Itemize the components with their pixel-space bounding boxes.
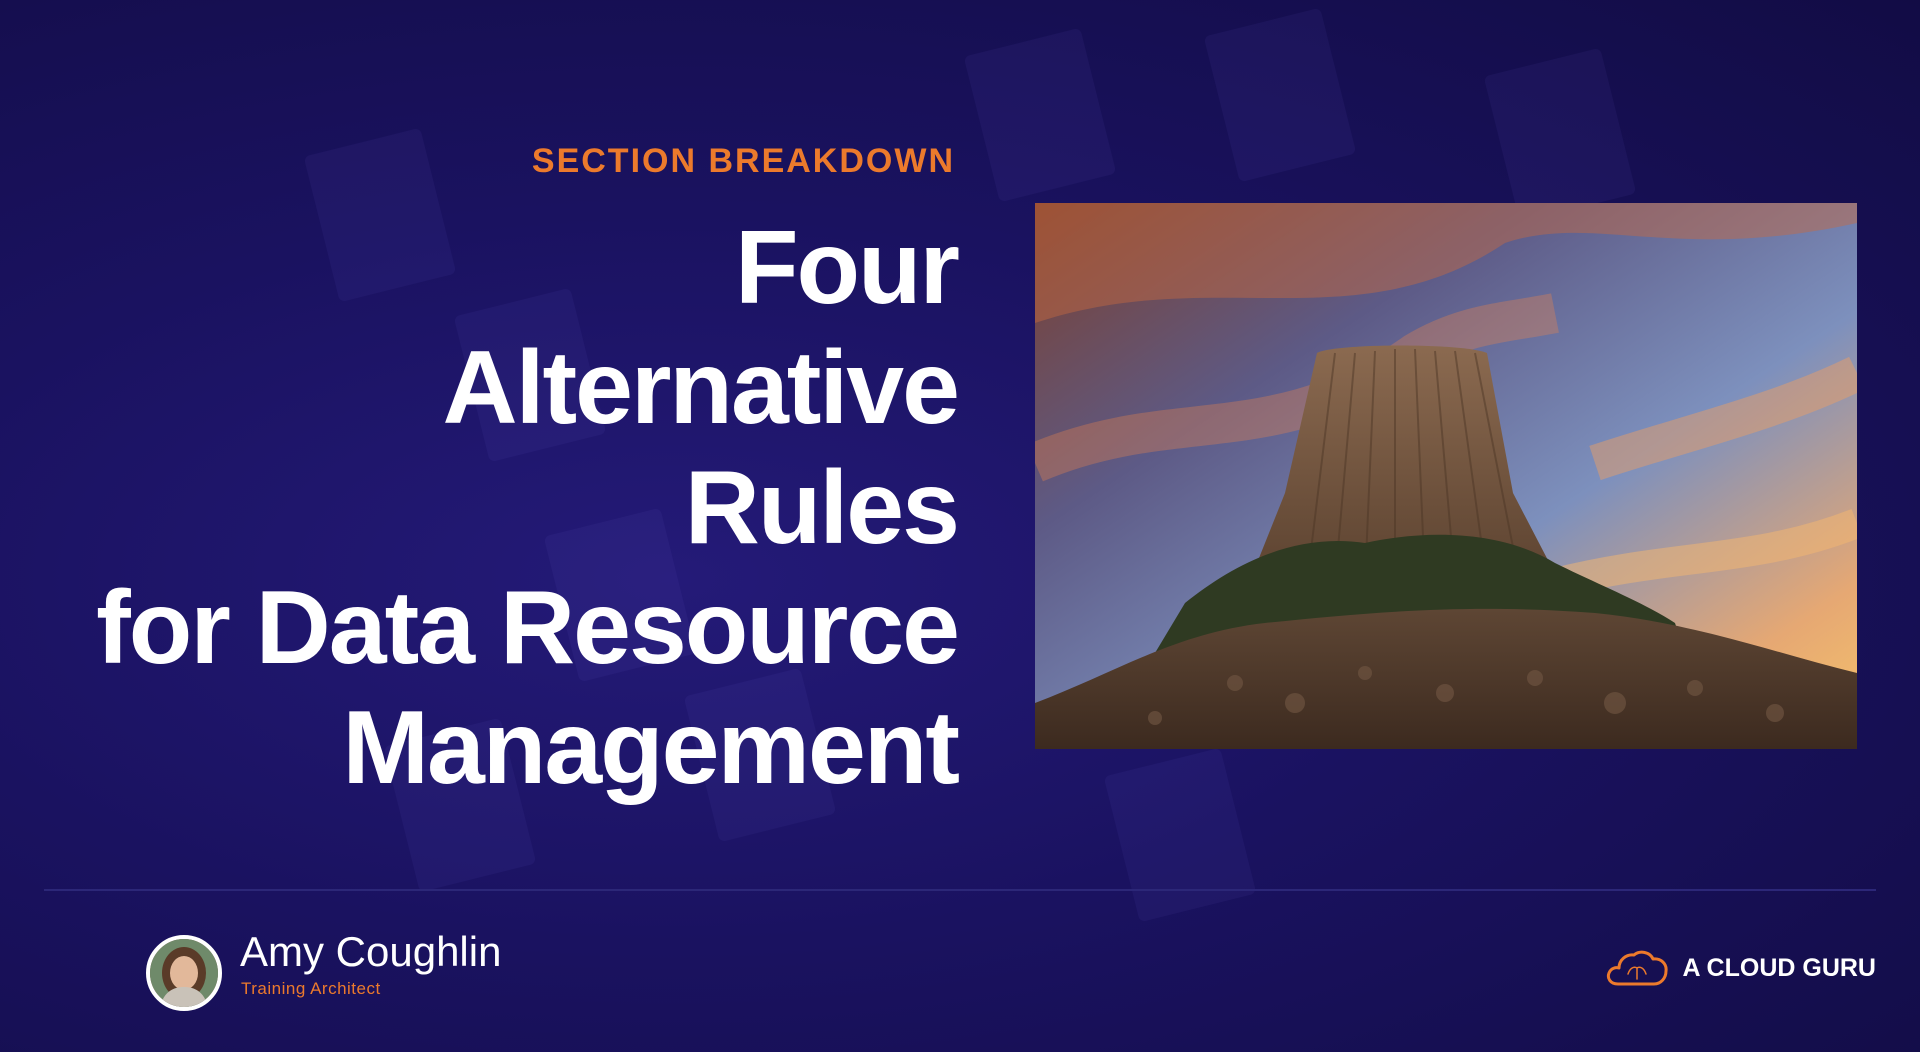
presenter-name: Amy Coughlin <box>240 928 502 975</box>
background-card <box>963 27 1117 203</box>
brand-name: A CLOUD GURU <box>1682 953 1876 982</box>
section-label: SECTION BREAKDOWN <box>531 142 955 180</box>
background-card <box>1103 747 1257 923</box>
title-line: Four <box>734 210 960 326</box>
title-line: Alternative <box>442 330 960 446</box>
presenter-role: Training Architect <box>241 979 381 998</box>
background-card <box>1203 7 1357 183</box>
slide-title: Four Alternative Rules for Data Resource… <box>96 208 960 808</box>
footer-divider <box>44 889 1876 891</box>
avatar <box>146 935 222 1011</box>
title-line: Rules <box>684 450 960 566</box>
title-line: for Data Resource <box>96 570 960 686</box>
background-card <box>1483 47 1637 223</box>
cloud-logo-icon <box>1607 950 1669 986</box>
devils-tower-photo <box>1035 203 1857 749</box>
title-line: Management <box>342 690 960 806</box>
brand: A CLOUD GURU <box>1604 946 1876 990</box>
